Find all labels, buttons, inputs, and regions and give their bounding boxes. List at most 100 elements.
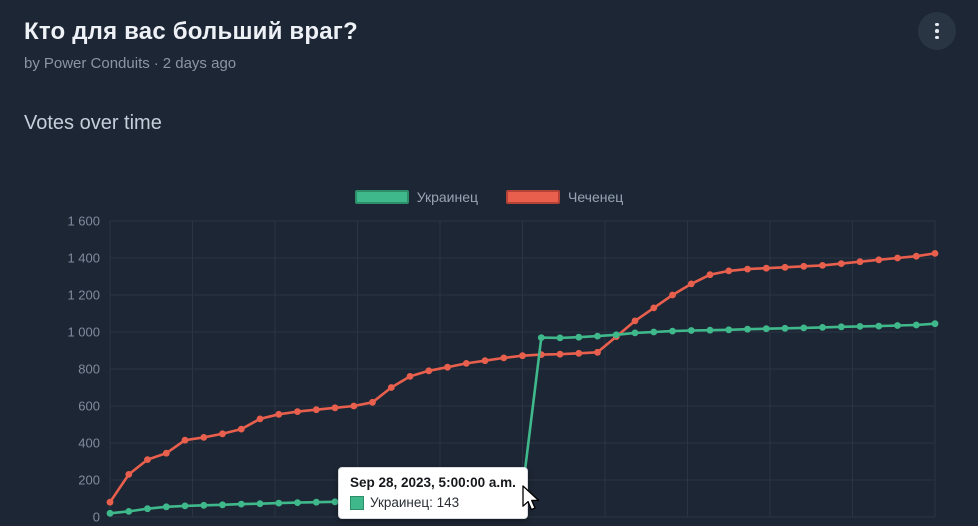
data-point — [256, 415, 264, 423]
data-point — [856, 323, 864, 330]
legend-item[interactable]: Украинец — [354, 189, 479, 205]
data-point — [162, 449, 170, 457]
data-point — [237, 500, 245, 508]
data-point — [931, 320, 939, 328]
y-axis-labels: 0 200 400 600 800 1 000 1 200 1 400 1 600 — [67, 214, 100, 525]
data-point — [875, 322, 883, 330]
data-point — [162, 503, 170, 511]
data-point — [762, 264, 770, 272]
legend-label: Украинец — [416, 189, 479, 205]
data-point — [650, 304, 658, 312]
vertical-ellipsis-icon — [935, 35, 939, 40]
vertical-ellipsis-icon — [935, 29, 939, 33]
data-point — [294, 499, 301, 506]
tooltip-row: Украинец: 143 — [350, 495, 516, 510]
data-point — [275, 410, 283, 418]
data-point — [200, 434, 208, 441]
data-point — [312, 406, 320, 414]
data-point — [500, 354, 508, 362]
data-point — [894, 254, 901, 262]
data-point — [181, 436, 189, 444]
data-point — [144, 505, 151, 513]
data-point — [744, 265, 751, 273]
y-axis-label: 800 — [78, 362, 100, 377]
data-point — [762, 325, 770, 333]
author-link[interactable]: Power Conduits — [43, 55, 150, 72]
data-point — [781, 263, 789, 271]
data-point — [181, 502, 189, 510]
data-point — [856, 258, 864, 266]
data-point — [819, 324, 826, 331]
data-point — [744, 325, 751, 333]
data-point — [125, 471, 133, 478]
data-point — [669, 291, 676, 299]
data-point — [125, 508, 133, 515]
y-axis-label: 0 — [93, 510, 100, 525]
legend-label: Чеченец — [568, 189, 624, 205]
data-point — [106, 509, 114, 517]
data-point — [781, 324, 789, 332]
header: Кто для вас больший враг? by Power Condui… — [0, 0, 978, 72]
legend-item[interactable]: Чеченец — [506, 189, 623, 205]
data-point — [462, 360, 470, 367]
time-ago: 2 days ago — [162, 55, 237, 72]
legend-swatch-icon — [354, 190, 409, 204]
poll-title: Кто для вас больший враг? — [24, 18, 358, 45]
data-point — [594, 348, 601, 356]
tooltip-date: Sep 28, 2023, 5:00:00 a.m. — [350, 475, 516, 490]
byline-prefix: by — [24, 55, 40, 72]
byline: by Power Conduits · 2 days ago — [24, 55, 954, 72]
y-axis-label: 200 — [78, 473, 100, 488]
y-axis-label: 400 — [78, 436, 100, 451]
data-point — [894, 322, 901, 329]
data-point — [687, 327, 695, 334]
data-point — [837, 323, 845, 331]
more-options-button[interactable] — [918, 12, 956, 50]
data-point — [819, 262, 826, 269]
y-axis-label: 1 600 — [67, 214, 100, 229]
data-point — [519, 352, 526, 360]
mouse-cursor — [522, 485, 540, 511]
data-point — [331, 404, 339, 412]
data-point — [631, 329, 639, 337]
vertical-ellipsis-icon — [935, 22, 939, 27]
data-point — [219, 430, 226, 438]
data-point — [912, 321, 920, 329]
data-point — [612, 331, 620, 339]
data-point — [725, 267, 733, 275]
data-point — [331, 498, 339, 506]
data-point — [275, 499, 283, 507]
data-point — [631, 317, 639, 325]
data-point — [800, 262, 808, 270]
chart-section-title: Votes over time — [24, 112, 162, 134]
data-point — [144, 456, 151, 463]
data-point — [425, 367, 433, 375]
data-point — [912, 252, 920, 260]
data-point — [706, 326, 714, 334]
data-point — [875, 256, 883, 264]
chart-tooltip: Sep 28, 2023, 5:00:00 a.m. Украинец: 143 — [338, 467, 528, 519]
data-point — [256, 500, 264, 508]
data-point — [650, 328, 658, 336]
tooltip-series-swatch — [350, 495, 364, 510]
data-point — [200, 501, 208, 509]
data-point — [237, 425, 245, 433]
data-point — [444, 363, 451, 371]
data-point — [406, 373, 414, 380]
data-point — [556, 334, 564, 342]
chart-legend: Украинец Чеченец — [0, 189, 978, 205]
data-point — [669, 327, 676, 335]
data-point — [294, 408, 301, 415]
tooltip-series-value: Украинец: 143 — [370, 495, 460, 510]
byline-separator: · — [153, 55, 159, 72]
data-point — [687, 280, 695, 288]
data-point — [725, 326, 733, 334]
data-point — [219, 501, 226, 509]
data-point — [312, 498, 320, 506]
data-point — [350, 402, 358, 410]
data-point — [556, 350, 564, 358]
legend-swatch-icon — [506, 190, 561, 204]
data-point — [575, 349, 583, 357]
data-point — [537, 334, 545, 341]
data-point — [575, 333, 583, 341]
